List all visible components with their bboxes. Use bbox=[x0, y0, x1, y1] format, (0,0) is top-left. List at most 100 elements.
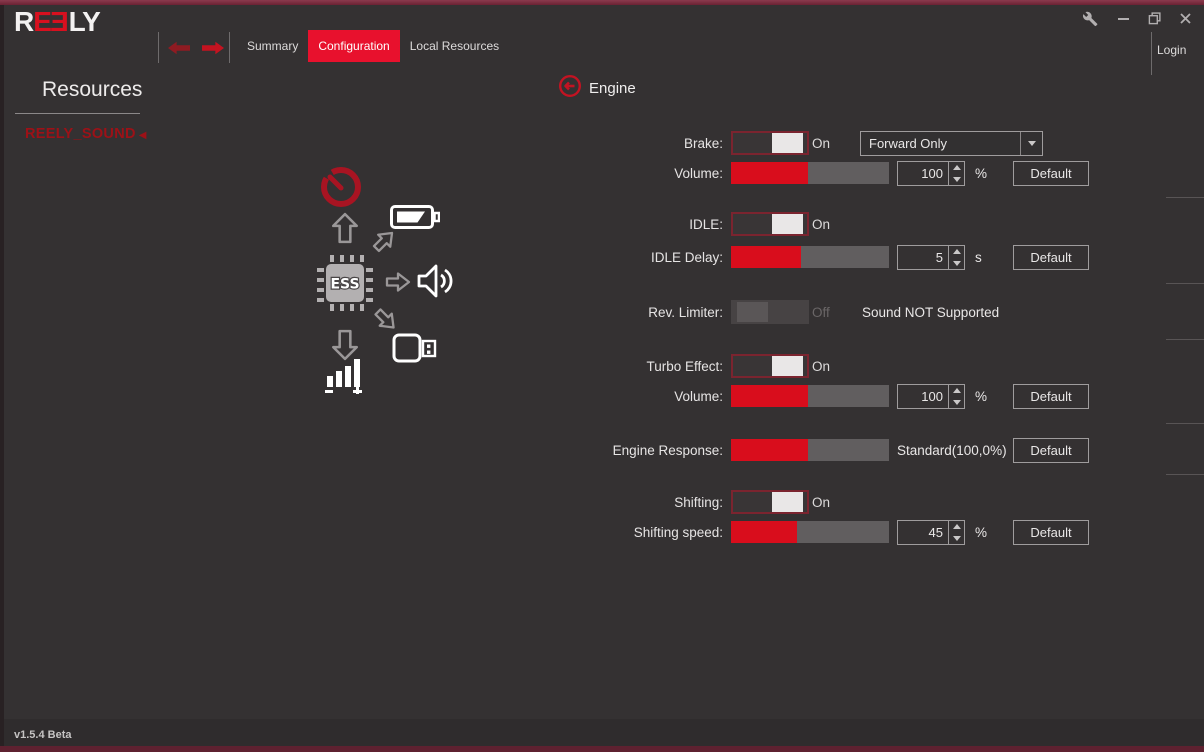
shifting-speed-spinner[interactable]: 45 bbox=[897, 520, 965, 545]
brake-volume-label: Volume: bbox=[674, 166, 723, 181]
engine-response-value: Standard(100,0%) bbox=[897, 443, 1007, 458]
shifting-speed-slider[interactable] bbox=[731, 521, 889, 543]
spin-down-button[interactable] bbox=[949, 174, 964, 186]
shifting-row: Shifting: On bbox=[583, 490, 1090, 515]
ess-diagram: ESS bbox=[290, 150, 500, 420]
idle-label: IDLE: bbox=[689, 217, 723, 232]
shifting-speed-row: Shifting speed: 45 % Default bbox=[583, 520, 1090, 545]
speaker-icon: ◀ bbox=[138, 130, 147, 141]
brake-toggle[interactable] bbox=[731, 131, 809, 155]
turbo-effect-state: On bbox=[812, 359, 831, 374]
brake-state: On bbox=[812, 136, 831, 151]
tab-summary[interactable]: Summary bbox=[247, 39, 299, 53]
av-connector-icon bbox=[392, 330, 438, 371]
brake-volume-spinner[interactable]: 100 bbox=[897, 161, 965, 186]
status-bar bbox=[4, 719, 1204, 746]
volume-bars-icon bbox=[324, 356, 370, 399]
gauge-icon bbox=[319, 165, 363, 214]
close-button[interactable] bbox=[1179, 12, 1192, 25]
rev-limiter-row: Rev. Limiter: Off Sound NOT Supported bbox=[583, 300, 1090, 325]
shifting-speed-label: Shifting speed: bbox=[633, 525, 723, 540]
restore-button[interactable] bbox=[1148, 12, 1161, 25]
resources-underline bbox=[15, 113, 140, 114]
turbo-volume-unit: % bbox=[975, 389, 988, 404]
minimize-button[interactable] bbox=[1117, 12, 1130, 25]
section-separator bbox=[1166, 474, 1204, 475]
brake-volume-slider[interactable] bbox=[731, 162, 889, 184]
nav-separator bbox=[158, 32, 159, 63]
sidebar-item-reely-sound[interactable]: REELY_SOUND ◀ bbox=[25, 126, 147, 142]
window-bottom-border bbox=[0, 746, 1204, 752]
resources-title: Resources bbox=[42, 78, 143, 101]
spin-up-button[interactable] bbox=[949, 521, 964, 533]
speaker-output-icon bbox=[416, 261, 456, 306]
toggle-knob bbox=[737, 302, 768, 322]
shifting-speed-unit: % bbox=[975, 525, 988, 540]
turbo-volume-value: 100 bbox=[921, 389, 943, 404]
brake-volume-default-button[interactable]: Default bbox=[1013, 161, 1089, 186]
section-separator bbox=[1166, 423, 1204, 424]
idle-delay-row: IDLE Delay: 5 s Default bbox=[583, 245, 1090, 270]
shifting-toggle[interactable] bbox=[731, 490, 809, 514]
turbo-volume-spinner[interactable]: 100 bbox=[897, 384, 965, 409]
ess-chip-label: ESS bbox=[330, 277, 359, 293]
settings-wrench-icon[interactable] bbox=[1080, 9, 1099, 28]
spin-down-button[interactable] bbox=[949, 533, 964, 545]
spin-up-button[interactable] bbox=[949, 162, 964, 174]
turbo-effect-toggle[interactable] bbox=[731, 354, 809, 378]
version-label: v1.5.4 Beta bbox=[14, 729, 72, 741]
rev-limiter-label: Rev. Limiter: bbox=[648, 305, 723, 320]
toggle-knob bbox=[772, 356, 803, 376]
section-separator bbox=[1166, 339, 1204, 340]
idle-delay-default-button[interactable]: Default bbox=[1013, 245, 1089, 270]
forward-arrow-button[interactable] bbox=[202, 41, 224, 55]
arrow-right-icon bbox=[385, 271, 411, 298]
spin-down-button[interactable] bbox=[949, 258, 964, 270]
spin-down-button[interactable] bbox=[949, 397, 964, 409]
tab-configuration[interactable]: Configuration bbox=[308, 30, 400, 62]
toggle-knob bbox=[772, 133, 803, 153]
battery-icon bbox=[390, 202, 441, 237]
arrow-up-right-icon bbox=[367, 224, 404, 261]
idle-delay-label: IDLE Delay: bbox=[650, 250, 723, 265]
brake-volume-row: Volume: 100 % Default bbox=[583, 161, 1090, 186]
engine-section-title: Engine bbox=[589, 80, 636, 97]
engine-back-button[interactable] bbox=[558, 74, 582, 103]
engine-response-slider[interactable] bbox=[731, 439, 889, 461]
tab-local-resources[interactable]: Local Resources bbox=[409, 39, 500, 53]
turbo-volume-label: Volume: bbox=[674, 389, 723, 404]
dropdown-arrow-icon[interactable] bbox=[1020, 132, 1042, 155]
rev-limiter-state: Off bbox=[812, 305, 830, 320]
turbo-volume-default-button[interactable]: Default bbox=[1013, 384, 1089, 409]
idle-delay-unit: s bbox=[975, 250, 982, 265]
rev-limiter-note: Sound NOT Supported bbox=[862, 305, 1000, 320]
arrow-down-icon bbox=[331, 324, 359, 361]
back-arrow-button[interactable] bbox=[168, 41, 190, 55]
nav-separator bbox=[229, 32, 230, 63]
engine-response-row: Engine Response: Standard(100,0%) Defaul… bbox=[583, 438, 1090, 463]
turbo-volume-row: Volume: 100 % Default bbox=[583, 384, 1090, 409]
brake-label: Brake: bbox=[683, 136, 723, 151]
spin-up-button[interactable] bbox=[949, 385, 964, 397]
brake-row: Brake: On Forward Only bbox=[583, 131, 1090, 156]
engine-response-label: Engine Response: bbox=[612, 443, 723, 458]
turbo-volume-slider[interactable] bbox=[731, 385, 889, 407]
login-button[interactable]: Login bbox=[1157, 43, 1187, 57]
main-tabs: Summary Configuration Local Resources bbox=[237, 30, 509, 62]
engine-response-default-button[interactable]: Default bbox=[1013, 438, 1089, 463]
ess-chip-icon: ESS bbox=[313, 251, 377, 320]
shifting-label: Shifting: bbox=[674, 495, 723, 510]
brake-mode-dropdown[interactable]: Forward Only bbox=[860, 131, 1043, 156]
idle-delay-spinner[interactable]: 5 bbox=[897, 245, 965, 270]
shifting-speed-default-button[interactable]: Default bbox=[1013, 520, 1089, 545]
brake-volume-value: 100 bbox=[921, 166, 943, 181]
turbo-effect-label: Turbo Effect: bbox=[646, 359, 723, 374]
idle-row: IDLE: On bbox=[583, 212, 1090, 237]
brake-volume-unit: % bbox=[975, 166, 988, 181]
spin-up-button[interactable] bbox=[949, 246, 964, 258]
rev-limiter-toggle[interactable] bbox=[731, 300, 809, 324]
toggle-knob bbox=[772, 492, 803, 512]
idle-toggle[interactable] bbox=[731, 212, 809, 236]
idle-delay-slider[interactable] bbox=[731, 246, 889, 268]
